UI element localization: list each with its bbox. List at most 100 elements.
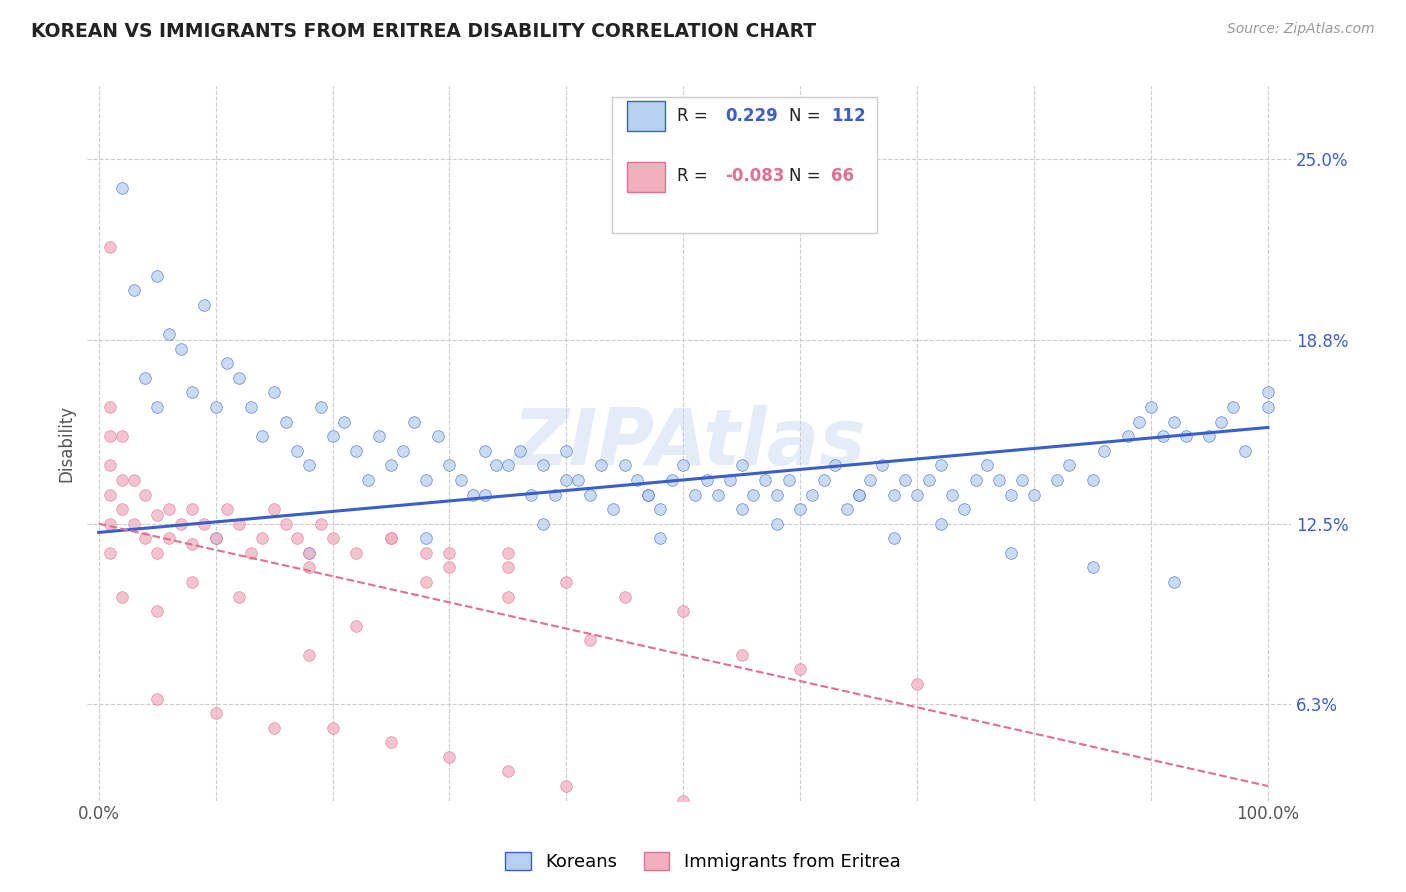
Point (204, 706, 226, 721)
Point (1140, 400, 1163, 414)
Point (918, 473, 941, 487)
Point (111, 429, 134, 443)
Point (485, 458, 508, 473)
Point (344, 546, 367, 560)
Point (415, 531, 437, 545)
Point (496, 546, 519, 560)
Point (1198, 429, 1220, 443)
Point (1233, 443, 1256, 458)
Point (1163, 574, 1185, 589)
Point (578, 487, 600, 501)
Text: N =: N = (789, 107, 825, 125)
Point (1152, 429, 1174, 443)
Point (146, 604, 169, 618)
Point (754, 473, 776, 487)
Point (626, 473, 648, 487)
Point (929, 458, 952, 473)
Point (870, 458, 893, 473)
Point (274, 415, 297, 429)
Point (661, 473, 683, 487)
Point (509, 443, 531, 458)
Point (1081, 473, 1104, 487)
Point (415, 473, 437, 487)
Point (380, 735, 402, 749)
Point (252, 429, 274, 443)
Point (98, 240, 121, 254)
Point (111, 502, 134, 516)
Point (439, 546, 461, 560)
Point (111, 473, 134, 487)
Point (1022, 487, 1045, 501)
Point (1257, 385, 1279, 400)
FancyBboxPatch shape (612, 97, 877, 233)
Text: 66: 66 (831, 168, 855, 186)
Point (520, 487, 543, 501)
Point (602, 502, 624, 516)
Point (122, 284, 145, 298)
Point (98, 546, 121, 560)
Point (252, 531, 274, 545)
Point (204, 531, 226, 545)
Point (813, 473, 835, 487)
Point (707, 487, 730, 501)
Point (439, 560, 461, 574)
Point (672, 794, 695, 808)
Point (404, 415, 426, 429)
Point (988, 473, 1011, 487)
Point (894, 473, 917, 487)
Point (298, 648, 321, 662)
Point (766, 516, 789, 531)
Point (439, 750, 461, 764)
Text: 112: 112 (831, 107, 866, 125)
Point (217, 356, 239, 370)
Point (696, 473, 718, 487)
Text: KOREAN VS IMMIGRANTS FROM ERITREA DISABILITY CORRELATION CHART: KOREAN VS IMMIGRANTS FROM ERITREA DISABI… (31, 22, 815, 41)
Point (742, 487, 765, 501)
Point (204, 400, 226, 414)
Point (228, 516, 250, 531)
Point (391, 443, 413, 458)
Point (181, 574, 204, 589)
Point (98, 487, 121, 501)
Point (883, 487, 905, 501)
Point (1257, 400, 1279, 414)
Point (380, 531, 402, 545)
Point (766, 487, 789, 501)
Point (683, 487, 706, 501)
Point (157, 502, 180, 516)
Point (1211, 415, 1233, 429)
Text: -0.083: -0.083 (725, 168, 785, 186)
Point (789, 662, 811, 676)
Point (976, 458, 998, 473)
Point (263, 502, 285, 516)
Point (555, 574, 578, 589)
Point (731, 502, 754, 516)
Point (496, 764, 519, 779)
FancyBboxPatch shape (627, 102, 665, 131)
Text: R =: R = (678, 107, 713, 125)
Point (134, 531, 156, 545)
Point (450, 473, 472, 487)
Point (1175, 429, 1198, 443)
Point (146, 400, 169, 414)
Point (1081, 560, 1104, 574)
Point (298, 546, 321, 560)
Point (439, 458, 461, 473)
Point (134, 487, 156, 501)
Point (98, 429, 121, 443)
Point (263, 721, 285, 735)
Point (731, 648, 754, 662)
Point (848, 487, 870, 501)
Point (322, 721, 344, 735)
Point (98, 400, 121, 414)
Point (204, 531, 226, 545)
Point (883, 531, 905, 545)
Point (648, 531, 671, 545)
Point (239, 400, 262, 414)
Point (1057, 458, 1080, 473)
Point (578, 633, 600, 648)
Point (1011, 473, 1033, 487)
Point (835, 502, 858, 516)
Point (426, 429, 449, 443)
Point (800, 487, 823, 501)
